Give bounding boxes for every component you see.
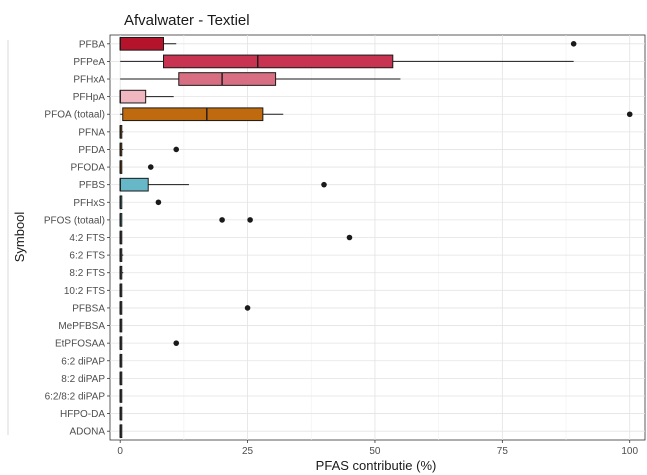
y-tick-label: PFDA: [78, 145, 105, 156]
y-tick-label: 6:2/8:2 diPAP: [45, 391, 106, 402]
y-tick-label: PFHxA: [73, 75, 105, 86]
y-tick-label: PFHxS: [73, 198, 105, 209]
outlier-point: [321, 181, 327, 188]
boxplot-pfda: [119, 142, 180, 157]
boxplot-pfhxa: [120, 72, 401, 86]
outlier-point: [147, 164, 154, 170]
boxplot-hfpo-da: [119, 406, 123, 421]
boxplot-4-2-fts: [119, 230, 353, 245]
outlier-point: [173, 340, 180, 346]
x-tick-label: 75: [497, 446, 509, 457]
y-tick-label: ADONA: [69, 427, 105, 438]
y-tick-label: 6:2 diPAP: [61, 356, 105, 367]
outlier-point: [626, 111, 633, 118]
boxplot-10-2-fts: [119, 283, 123, 298]
boxplot-pfoa-totaal-: [120, 107, 633, 122]
boxplot-etpfosaa: [119, 336, 180, 350]
y-tick-label: PFOA (totaal): [44, 110, 105, 121]
box: [178, 72, 277, 86]
boxplot-8-2-dipap: [119, 371, 123, 386]
boxplot-adona: [119, 424, 123, 439]
y-tick-label: PFOS (totaal): [44, 215, 105, 226]
y-tick-label: PFNA: [78, 127, 105, 138]
outlier-point: [173, 146, 180, 153]
boxplot-pfbsa: [119, 301, 251, 315]
boxplot-pfbs: [119, 177, 327, 192]
y-tick-label: 8:2 diPAP: [61, 374, 105, 385]
y-tick-label: PFBSA: [72, 303, 105, 314]
boxplot-6-2-dipap: [119, 353, 123, 368]
boxplot-pfhpa: [119, 89, 174, 104]
y-tick-label: PFHpA: [73, 92, 106, 103]
box: [119, 177, 149, 192]
boxplot-pfba: [119, 36, 577, 51]
boxplot-mepfbsa: [119, 318, 123, 333]
y-tick-label: PFBA: [79, 39, 105, 50]
box-layer: [119, 36, 633, 439]
boxplot-pfna: [119, 125, 124, 139]
y-tick-label: PFODA: [71, 163, 106, 174]
box: [119, 89, 147, 104]
grid-layer: [110, 35, 645, 440]
y-tick-label: 8:2 FTS: [69, 268, 105, 279]
x-tick-label: 25: [242, 446, 254, 457]
x-tick-label: 100: [621, 446, 638, 457]
y-tick-label: EtPFOSAA: [55, 339, 105, 350]
y-tick-label: MePFBSA: [58, 321, 105, 332]
boxplot-pfhxs: [119, 195, 162, 210]
y-tick-label: 6:2 FTS: [69, 251, 105, 262]
boxplot-pfoda: [119, 160, 154, 174]
outlier-point: [346, 234, 353, 241]
outlier-point: [219, 217, 225, 223]
x-tick-labels: 0 25 50 75 100: [117, 440, 638, 457]
y-tick-label: 4:2 FTS: [69, 233, 105, 244]
y-tick-label: HFPO-DA: [60, 409, 105, 420]
boxplot-8-2-fts: [119, 265, 124, 280]
y-tick-label: PFBS: [79, 180, 105, 191]
y-tick-labels: PFBA PFPeA PFHxA PFHpA PFOA (totaal) PFNA PFDA…: [44, 39, 110, 438]
boxplot-6-2-fts: [119, 248, 124, 262]
y-axis-label: Symbool: [12, 212, 27, 263]
x-tick-label: 50: [369, 446, 381, 457]
outlier-point: [247, 217, 253, 223]
y-tick-label: PFPeA: [73, 57, 105, 68]
outlier-point: [155, 199, 162, 206]
boxplot-pfpea: [120, 54, 574, 69]
boxplot-pfos-totaal-: [119, 213, 253, 227]
box: [163, 54, 394, 69]
box: [122, 107, 264, 122]
y-tick-label: 10:2 FTS: [64, 286, 105, 297]
chart-title: Afvalwater - Textiel: [124, 12, 250, 29]
outlier-point: [244, 305, 251, 311]
x-tick-label: 0: [117, 446, 123, 457]
plot-area: [109, 34, 646, 441]
box: [119, 36, 164, 51]
outlier-point: [570, 41, 577, 47]
x-axis-label: PFAS contributie (%): [316, 458, 437, 473]
boxplot-6-2-8-2-dipap: [119, 389, 123, 403]
